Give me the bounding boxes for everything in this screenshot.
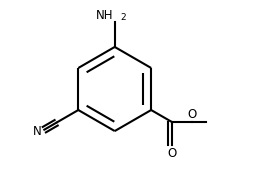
- Text: 2: 2: [120, 13, 126, 22]
- Text: N: N: [33, 125, 42, 138]
- Text: O: O: [187, 108, 196, 121]
- Text: NH: NH: [96, 9, 114, 22]
- Text: O: O: [168, 147, 177, 160]
